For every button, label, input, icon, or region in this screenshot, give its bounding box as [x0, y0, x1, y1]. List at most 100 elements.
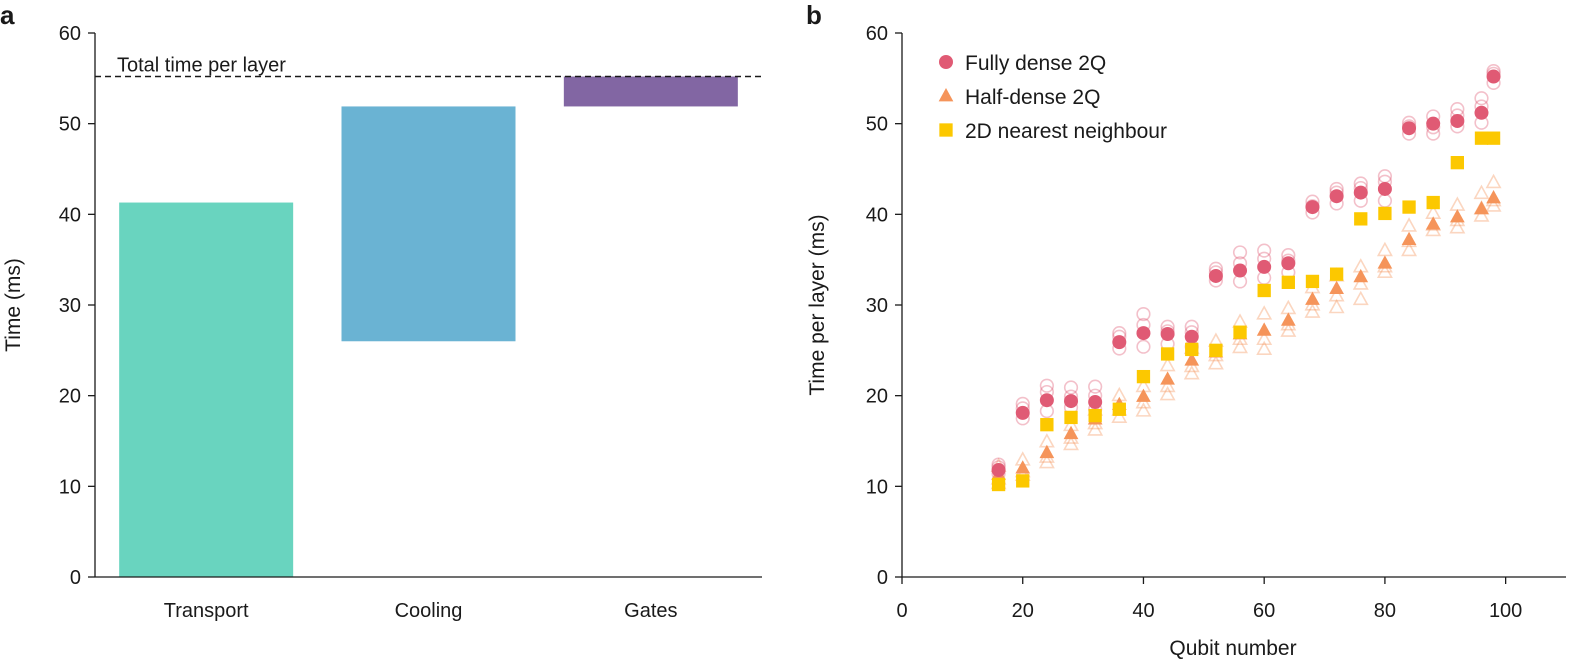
- half-dense-2q-trial-72-0: [1328, 298, 1345, 314]
- x-tick-label-cooling: Cooling: [395, 600, 463, 622]
- bar-gates: [563, 76, 738, 107]
- y-tick-label-30: 30: [59, 295, 81, 317]
- half-dense-2q-point-48: [1184, 352, 1200, 366]
- y-tick-label-10: 10: [866, 476, 888, 498]
- half-dense-2q-point-92: [1449, 209, 1465, 223]
- half-dense-2q-trial-44-1: [1159, 356, 1176, 372]
- half-dense-2q-trial-60-1: [1256, 305, 1273, 320]
- fully-dense-2q-point-76: [1353, 185, 1368, 200]
- half-dense-2q-point-96: [1474, 200, 1489, 215]
- 2d-nearest-neighbour-point-84: [1402, 200, 1416, 214]
- x-tick-label-100: 100: [1489, 600, 1522, 622]
- x-tick-label-transport: Transport: [164, 600, 249, 622]
- 2d-nearest-neighbour-point-36: [1112, 402, 1126, 416]
- x-tick-label-0: 0: [896, 600, 907, 622]
- half-dense-2q-point-80: [1377, 255, 1393, 269]
- half-dense-2q-trial-40-0: [1135, 402, 1152, 417]
- 2d-nearest-neighbour-point-92: [1450, 156, 1464, 170]
- half-dense-2q-trial-56-1: [1232, 313, 1249, 328]
- 2d-nearest-neighbour-point-32: [1088, 408, 1102, 423]
- y-tick-label-50: 50: [866, 114, 888, 136]
- 2d-nearest-neighbour-point-48: [1185, 342, 1199, 357]
- legend-marker-fully-dense-2q: [939, 55, 953, 69]
- half-dense-2q-point-44: [1160, 371, 1175, 385]
- half-dense-2q-point-20: [1015, 460, 1031, 474]
- panel-a-label: a: [0, 0, 15, 30]
- 2d-nearest-neighbour-point-72: [1329, 267, 1344, 281]
- 2d-nearest-neighbour-point-56: [1233, 325, 1247, 339]
- fully-dense-2q-trial-56-0: [1232, 245, 1248, 260]
- half-dense-2q-point-64: [1280, 312, 1296, 326]
- half-dense-2q-trial-96-1: [1473, 184, 1490, 200]
- fully-dense-2q-point-20: [1015, 405, 1030, 420]
- half-dense-2q-trial-32-0: [1087, 421, 1104, 436]
- half-dense-2q-trial-56-0: [1232, 338, 1249, 354]
- fully-dense-2q-point-60: [1257, 259, 1272, 274]
- half-dense-2q-point-88: [1425, 216, 1441, 230]
- 2d-nearest-neighbour-point-64: [1281, 275, 1295, 289]
- half-dense-2q-trial-44-2: [1159, 377, 1176, 393]
- half-dense-2q-trial-96-0: [1473, 207, 1490, 222]
- half-dense-2q-trial-76-2: [1352, 275, 1369, 290]
- fully-dense-2q-point-72: [1329, 189, 1344, 204]
- fully-dense-2q-trial-80-1: [1377, 193, 1393, 208]
- y-tick-label-20: 20: [866, 386, 888, 408]
- y-tick-label-10: 10: [59, 476, 81, 498]
- bar-transport: [119, 202, 294, 577]
- half-dense-2q-point-40: [1136, 388, 1151, 402]
- reference-line-label: Total time per layer: [117, 55, 286, 77]
- legend-marker-half-dense-2q: [938, 88, 954, 102]
- fully-dense-2q-point-56: [1233, 263, 1248, 278]
- fully-dense-2q-point-96: [1474, 105, 1489, 120]
- half-dense-2q-trial-72-2: [1328, 287, 1345, 302]
- fully-dense-2q-point-98: [1486, 69, 1501, 84]
- fully-dense-2q-trial-40-0: [1136, 306, 1151, 322]
- panel-b-mean-markers: [991, 69, 1501, 492]
- panel-b-y-axis-title: Time per layer (ms): [806, 214, 829, 395]
- 2d-nearest-neighbour-point-28: [1064, 410, 1078, 425]
- panel-a: a Total time per layer 0 10 20 30 40 50 60 Tran…: [0, 0, 762, 622]
- legend-marker-2d-nearest-neighbour: [939, 123, 953, 137]
- 2d-nearest-neighbour-point-40: [1136, 369, 1151, 384]
- fully-dense-2q-trial-28-0: [1063, 380, 1079, 395]
- half-dense-2q-trial-76-0: [1352, 290, 1369, 306]
- fully-dense-2q-point-88: [1426, 116, 1441, 131]
- half-dense-2q-trial-68-0: [1304, 303, 1321, 318]
- half-dense-2q-point-24: [1039, 444, 1055, 459]
- fully-dense-2q-point-48: [1184, 329, 1199, 344]
- half-dense-2q-trial-48-0: [1183, 365, 1200, 380]
- panel-a-bars: [119, 76, 738, 577]
- 2d-nearest-neighbour-point-98: [1486, 131, 1501, 145]
- fully-dense-2q-trial-32-0: [1088, 379, 1103, 394]
- y-tick-label-60: 60: [866, 23, 888, 45]
- y-tick-label-50: 50: [59, 114, 81, 136]
- fully-dense-2q-point-44: [1160, 327, 1175, 342]
- fully-dense-2q-point-28: [1064, 394, 1079, 409]
- bar-cooling: [341, 106, 516, 342]
- legend-label-half-dense-2q: Half-dense 2Q: [965, 86, 1100, 109]
- 2d-nearest-neighbour-point-52: [1209, 343, 1223, 357]
- half-dense-2q-point-68: [1305, 291, 1320, 305]
- half-dense-2q-trial-64-0: [1280, 322, 1297, 337]
- half-dense-2q-trial-98-1: [1485, 173, 1502, 189]
- panel-a-y-axis-title: Time (ms): [2, 258, 25, 352]
- y-tick-label-20: 20: [59, 386, 81, 408]
- half-dense-2q-trial-64-1: [1280, 299, 1297, 315]
- half-dense-2q-trial-28-0: [1063, 435, 1079, 451]
- 2d-nearest-neighbour-point-60: [1257, 283, 1271, 298]
- half-dense-2q-point-60: [1256, 322, 1272, 336]
- half-dense-2q-trial-36-0: [1111, 408, 1128, 424]
- half-dense-2q-point-98: [1486, 190, 1501, 204]
- x-tick-label-gates: Gates: [624, 600, 677, 622]
- y-tick-label-40: 40: [59, 204, 81, 226]
- y-tick-label-60: 60: [59, 23, 81, 45]
- fully-dense-2q-trial-24-0: [1039, 378, 1054, 393]
- half-dense-2q-trial-92-0: [1449, 219, 1466, 234]
- half-dense-2q-trial-44-0: [1159, 385, 1176, 401]
- half-dense-2q-point-72: [1329, 280, 1344, 294]
- half-dense-2q-trial-24-0: [1038, 453, 1055, 469]
- y-tick-label-40: 40: [866, 204, 888, 226]
- 2d-nearest-neighbour-point-80: [1378, 206, 1392, 221]
- 2d-nearest-neighbour-point-44: [1160, 347, 1175, 361]
